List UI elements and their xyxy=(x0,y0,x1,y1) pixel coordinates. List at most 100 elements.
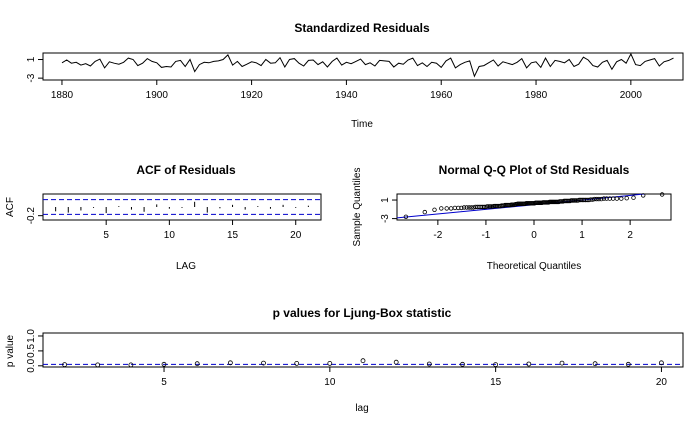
ljungbox-y-label: p value xyxy=(5,334,16,367)
acf-title: ACF of Residuals xyxy=(136,163,236,177)
ljungbox-marks xyxy=(43,358,683,368)
qq-point xyxy=(631,195,636,200)
qq-y-tick-label: -3 xyxy=(380,214,391,223)
qq-point xyxy=(439,206,444,211)
qq-point xyxy=(482,204,487,210)
ljungbox-x-label: lag xyxy=(355,403,368,414)
ljungbox-point xyxy=(625,361,631,367)
qq-point xyxy=(594,196,599,202)
qq-point xyxy=(601,196,607,201)
qq-point xyxy=(590,197,595,202)
qq-point xyxy=(480,204,485,210)
acf-x-label: LAG xyxy=(176,261,196,272)
qq-title: Normal Q-Q Plot of Std Residuals xyxy=(439,163,630,177)
acf-y-tick-label: -0.2 xyxy=(26,207,37,225)
qq-point xyxy=(461,205,467,210)
ljungbox-point xyxy=(227,360,233,366)
ljungbox-y-tick-label: 0.0 xyxy=(26,358,37,372)
ljungbox-title: p values for Ljung-Box statistic xyxy=(273,306,452,320)
acf-x-tick-label: 5 xyxy=(103,230,109,241)
ljungbox-point xyxy=(559,360,565,366)
ljungbox-point xyxy=(62,362,67,368)
qq-point xyxy=(571,198,576,203)
ljungbox-point xyxy=(659,360,664,366)
qq-x-tick-label: 2 xyxy=(627,230,633,241)
acf-plot-frame xyxy=(42,193,322,221)
residuals-plot-frame xyxy=(42,52,684,81)
ljungbox-point xyxy=(161,361,167,367)
qq-plot-frame xyxy=(396,193,672,221)
ljungbox-x-tick-label: 20 xyxy=(656,377,668,388)
ljungbox-point xyxy=(393,359,399,365)
acf-x-tick-label: 15 xyxy=(227,230,239,241)
residuals-x-tick-label: 1940 xyxy=(335,90,358,101)
residuals-series-line xyxy=(61,52,674,78)
ljungbox-point xyxy=(493,362,499,368)
qq-point xyxy=(464,205,469,210)
ljungbox-x-tick-label: 10 xyxy=(324,377,336,388)
ljungbox-x-ticks: 5 10 15 20 xyxy=(161,367,667,388)
ljungbox-point xyxy=(95,362,101,368)
qq-x-ticks: -2 -1 0 1 2 xyxy=(433,220,633,241)
qq-x-label: Theoretical Quantiles xyxy=(487,261,582,272)
ljungbox-x-tick-label: 5 xyxy=(161,377,167,388)
ljungbox-point xyxy=(194,361,200,367)
qq-y-label: Sample Quantiles xyxy=(352,168,363,247)
qq-point xyxy=(574,198,579,203)
residuals-x-ticks: 1880 1900 1920 1940 1960 1980 2000 xyxy=(51,80,643,101)
qq-x-tick-label: 1 xyxy=(579,230,585,241)
residuals-x-tick-label: 1900 xyxy=(146,90,169,101)
residuals-x-label: Time xyxy=(351,119,373,130)
ljungbox-point xyxy=(360,358,366,364)
ljungbox-y-tick-label: 0.5 xyxy=(26,344,37,358)
qq-marks xyxy=(396,192,665,219)
qq-point xyxy=(459,205,464,211)
ljungbox-plot-frame xyxy=(42,332,684,368)
qq-x-tick-label: 0 xyxy=(531,230,537,241)
qq-point xyxy=(485,204,490,209)
qq-y-tick-label: 1 xyxy=(380,197,391,203)
residuals-x-tick-label: 2000 xyxy=(620,90,643,101)
residuals-x-tick-label: 1880 xyxy=(51,90,74,101)
residuals-y-ticks: -3 1 xyxy=(26,56,43,83)
acf-y-label: ACF xyxy=(5,197,16,217)
residuals-x-tick-label: 1920 xyxy=(240,90,263,101)
qq-point xyxy=(578,197,583,203)
qq-point xyxy=(596,196,602,202)
acf-y-ticks: -0.2 xyxy=(26,207,43,225)
qq-point xyxy=(466,205,472,210)
ljungbox-y-tick-label: 1.0 xyxy=(26,329,37,343)
qq-panel: Normal Q-Q Plot of Std Residuals Theoret… xyxy=(352,163,672,272)
ljungbox-x-tick-label: 15 xyxy=(490,377,502,388)
residuals-y-tick-label: -3 xyxy=(26,73,37,82)
qq-point xyxy=(659,192,665,197)
qq-point xyxy=(599,196,604,202)
qq-point xyxy=(624,195,629,201)
qq-point xyxy=(448,206,454,211)
qq-point xyxy=(432,207,437,212)
qq-x-tick-label: -1 xyxy=(481,230,490,241)
residuals-panel: Standardized Residuals Time 1880 1900 1920… xyxy=(26,21,684,130)
qq-point xyxy=(641,193,646,198)
qq-point xyxy=(604,196,609,201)
ljungbox-panel: p values for Ljung-Box statistic lag p v… xyxy=(5,306,684,414)
ljungbox-point xyxy=(294,360,300,366)
qq-point xyxy=(456,205,461,211)
ljungbox-y-ticks: 0.00.51.0 xyxy=(26,329,43,373)
qq-point xyxy=(487,204,493,209)
qq-point xyxy=(422,209,427,215)
residuals-marks xyxy=(61,52,674,78)
acf-x-ticks: 5 10 15 20 xyxy=(103,220,302,241)
acf-panel: ACF of Residuals LAG ACF 5 10 15 20 -0.2 xyxy=(5,163,322,272)
qq-point xyxy=(614,196,620,201)
ljungbox-point xyxy=(460,361,465,367)
qq-point xyxy=(570,198,575,203)
qq-point xyxy=(489,204,494,209)
ljungbox-point xyxy=(526,361,532,367)
qq-point xyxy=(577,197,582,203)
qq-point xyxy=(486,204,491,209)
ljungbox-point xyxy=(327,360,333,366)
acf-x-tick-label: 10 xyxy=(164,230,176,241)
residuals-x-tick-label: 1980 xyxy=(525,90,548,101)
